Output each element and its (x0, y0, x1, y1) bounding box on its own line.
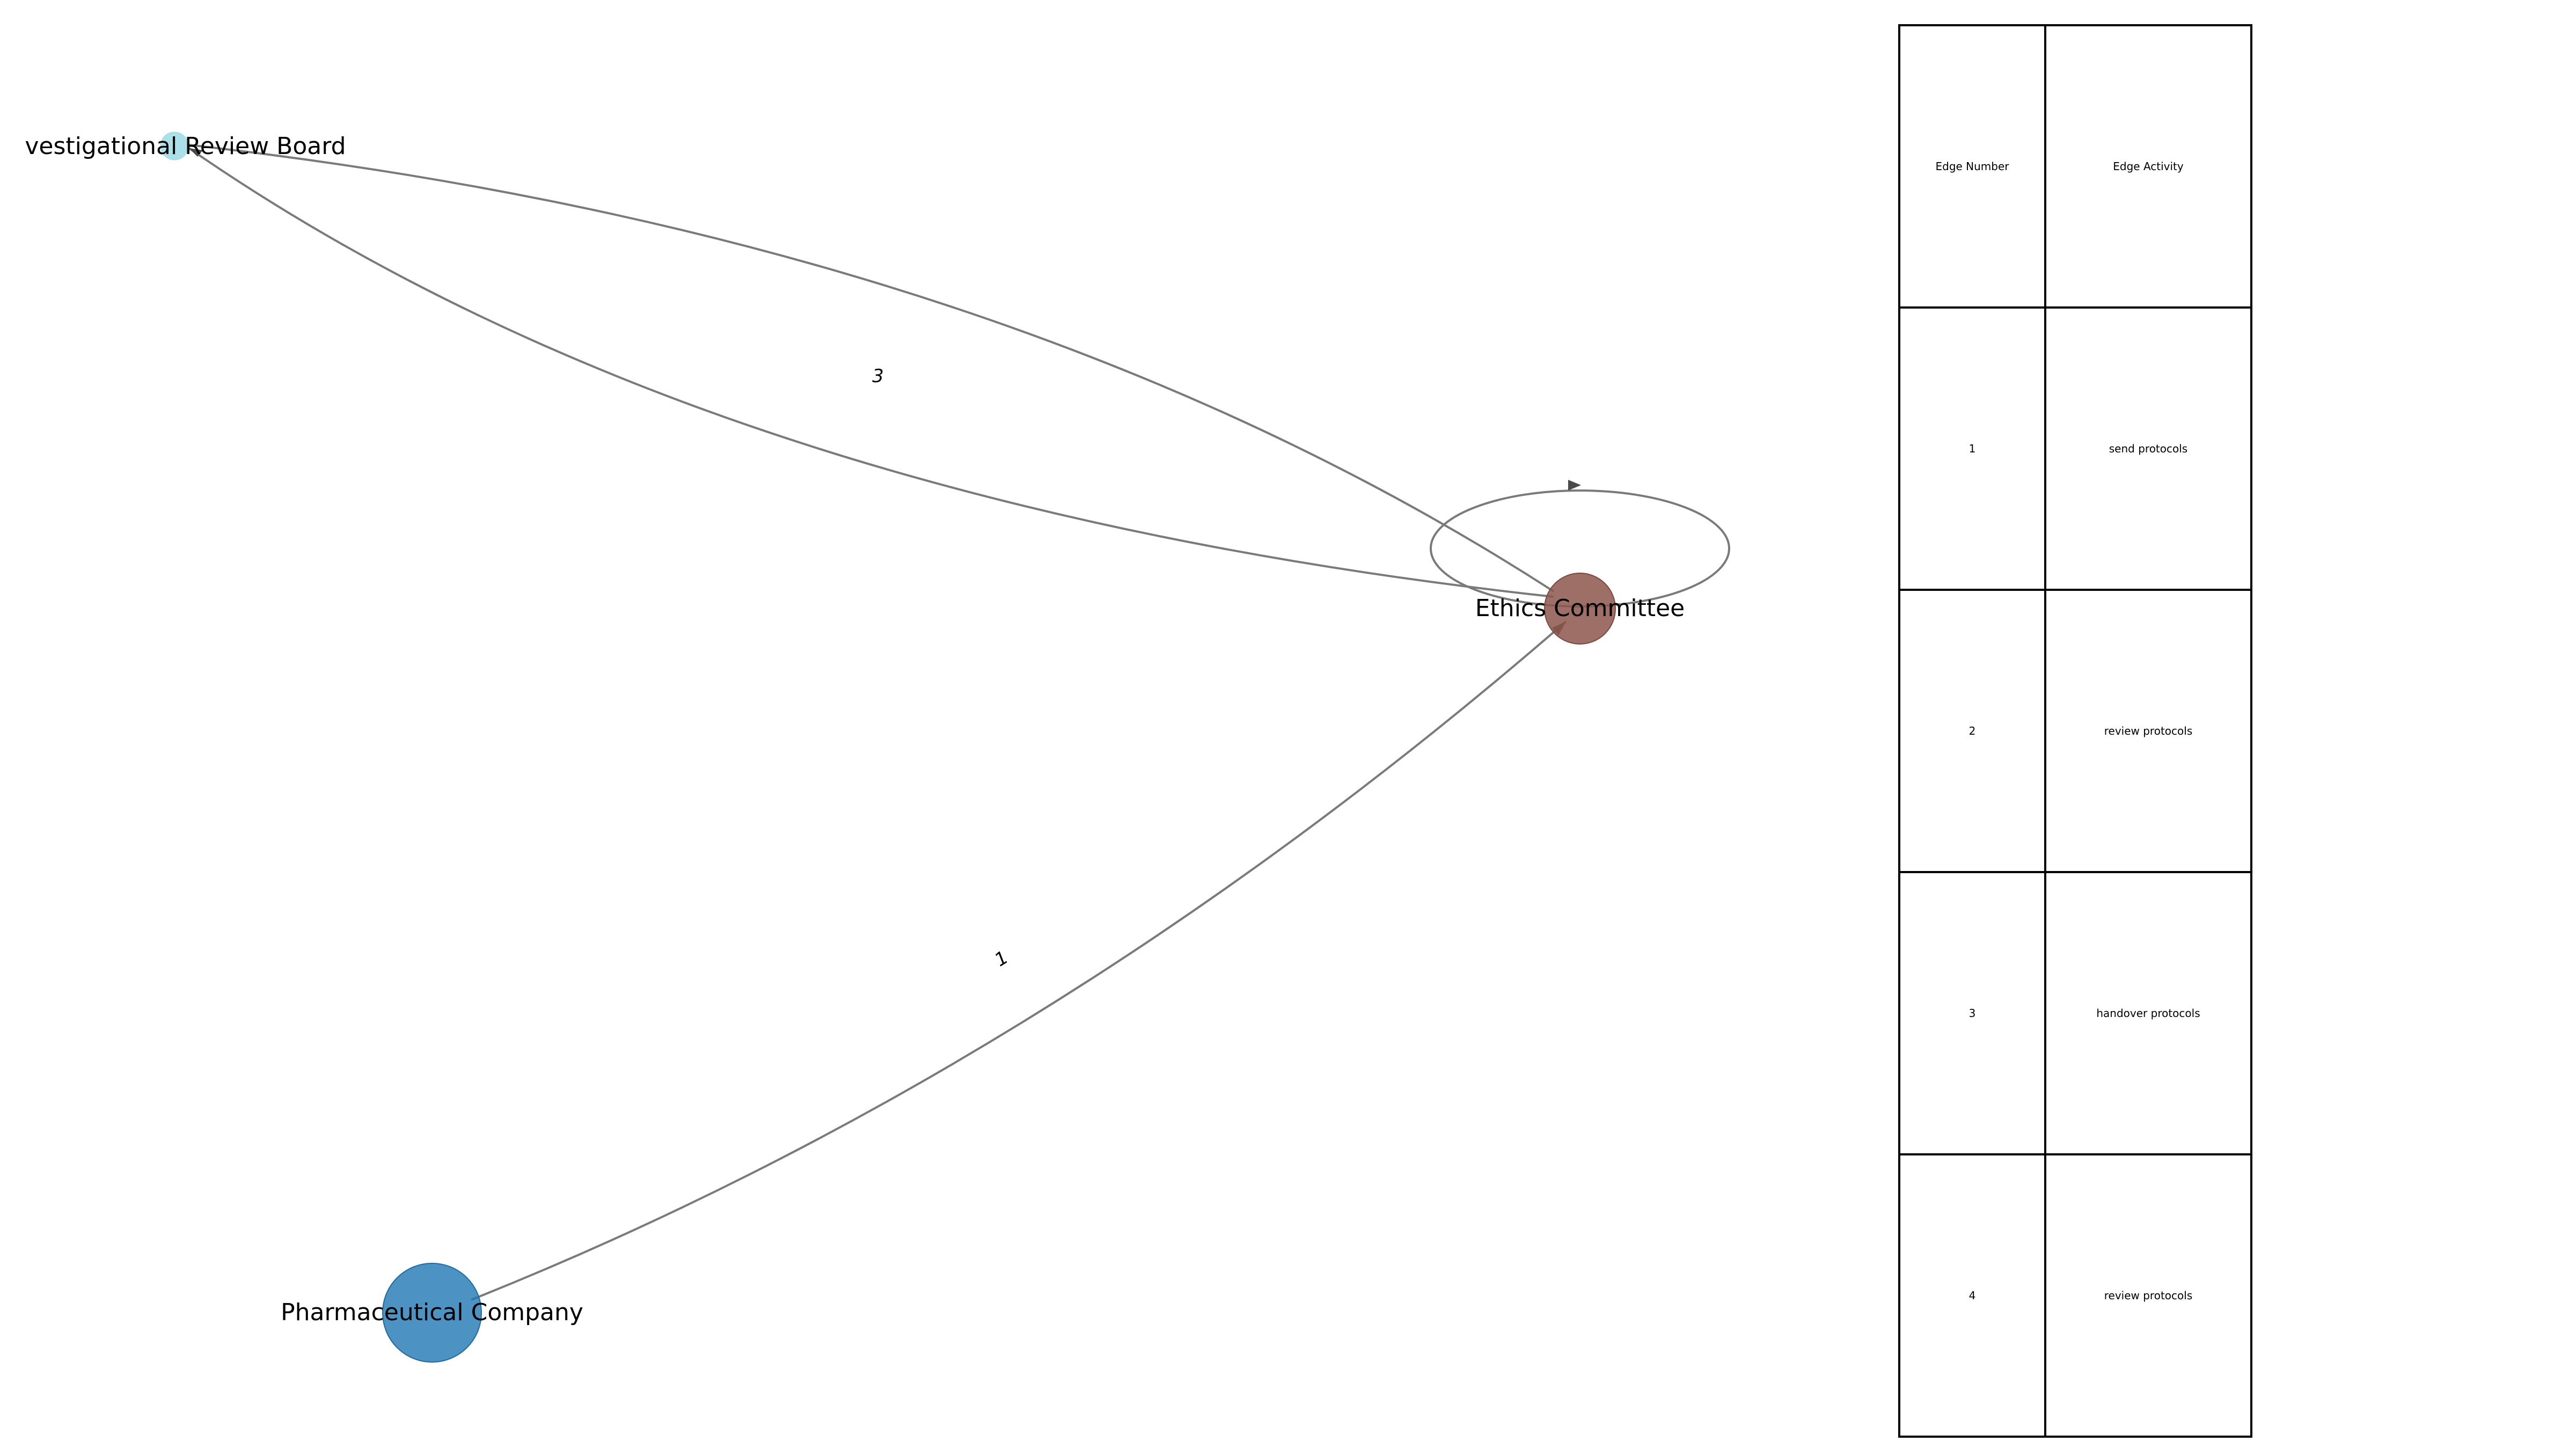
table-row: 1 send protocols (1898, 306, 2252, 591)
edge-pharma-to-ethics (471, 620, 1567, 1301)
table-header-row: Edge Number Edge Activity (1898, 24, 2252, 309)
edge-irb-to-ethics (188, 144, 1555, 592)
table-row: 3 handover protocols (1898, 871, 2252, 1155)
edge-ethics-to-irb (188, 147, 1554, 598)
table-cell-edge-activity: review protocols (2044, 1153, 2252, 1438)
table-cell-edge-activity: handover protocols (2044, 871, 2252, 1155)
table-cell-edge-activity: send protocols (2044, 306, 2252, 591)
node-pharmaceutical-company (382, 1263, 482, 1363)
node-label-ethics-committee: Ethics Committee (1475, 595, 1685, 622)
edge-activity-table: Edge Number Edge Activity 1 send protoco… (1898, 24, 2252, 1438)
table-cell-edge-number: 2 (1898, 589, 2046, 873)
node-ethics-committee (1544, 573, 1616, 645)
table-row: 2 review protocols (1898, 589, 2252, 873)
node-investigational-review-board (160, 131, 189, 160)
node-label-pharmaceutical-company: Pharmaceutical Company (281, 1299, 583, 1326)
edge-ethics-to-irb-arrowhead (189, 148, 203, 157)
network-diagram: Investigational Review Board Ethics Comm… (3, 131, 1730, 1363)
table-header-edge-activity: Edge Activity (2044, 24, 2252, 309)
edge-label-1: 1 (991, 947, 1012, 971)
table-cell-edge-number: 3 (1898, 871, 2046, 1155)
table-row: 4 review protocols (1898, 1153, 2252, 1438)
table-header-edge-number: Edge Number (1898, 24, 2046, 309)
table-cell-edge-activity: review protocols (2044, 589, 2252, 873)
table-cell-edge-number: 4 (1898, 1153, 2046, 1438)
table-cell-edge-number: 1 (1898, 306, 2046, 591)
node-label-investigational-review-board: Investigational Review Board (3, 133, 346, 160)
edge-label-3: 3 (872, 365, 884, 387)
edge-ethics-self-loop-arrowhead (1568, 480, 1581, 491)
